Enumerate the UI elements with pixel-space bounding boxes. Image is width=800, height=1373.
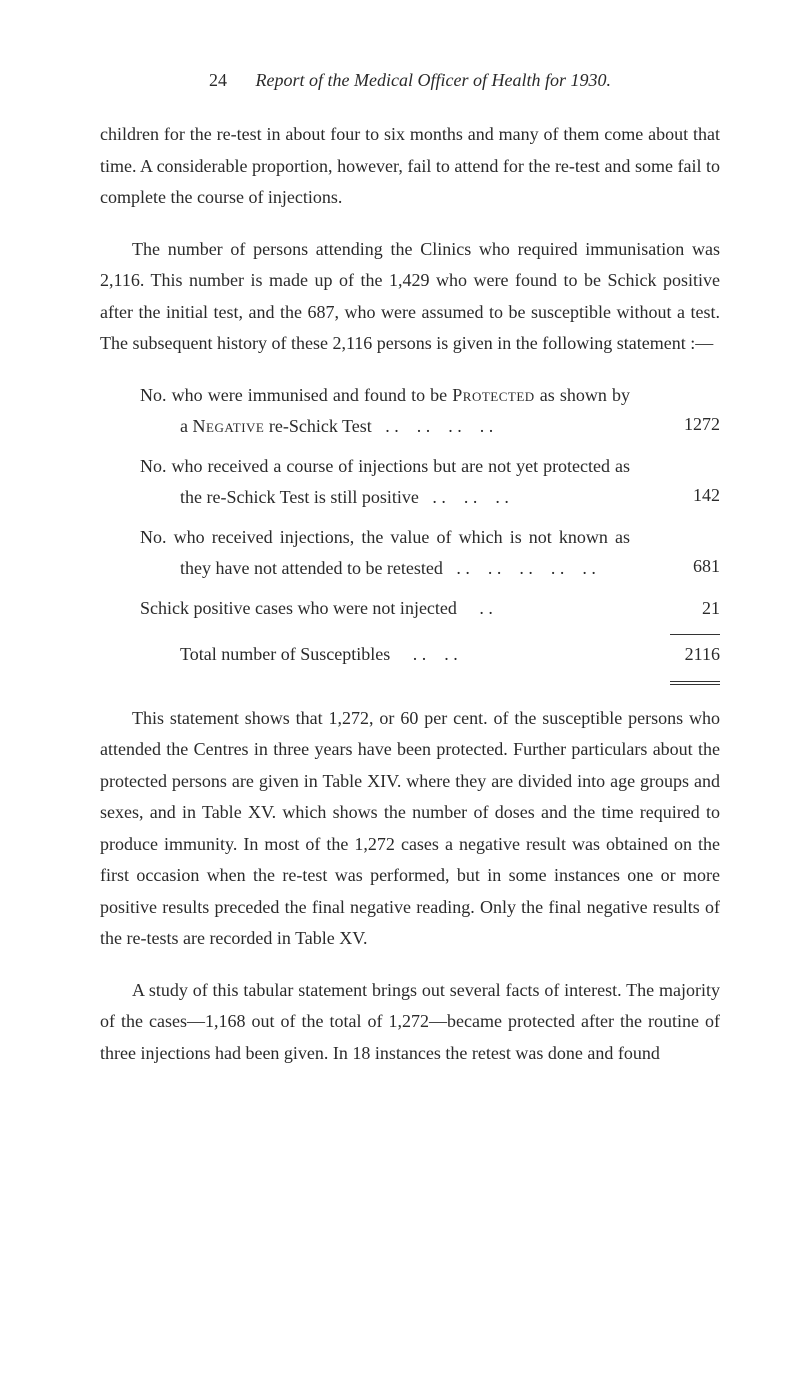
stat-row-total: Total number of Susceptibles . . . . 211… — [140, 639, 720, 673]
stat-row-1: No. who were immunised and found to be P… — [140, 380, 720, 443]
stat-text-1: No. who were immunised and found to be P… — [140, 380, 660, 443]
stat-text-1a: No. who were immunised and found to be — [140, 385, 452, 405]
stat-value-3: 681 — [660, 551, 720, 585]
page-number: 24 — [209, 70, 227, 91]
stat-text-1e: re-Schick Test — [264, 416, 371, 436]
stat-text-4: Schick positive cases who were not injec… — [140, 593, 660, 625]
paragraph-2: The number of persons attending the Clin… — [100, 234, 720, 360]
stat-value-1: 1272 — [660, 409, 720, 443]
paragraph-4: A study of this tabular statement brings… — [100, 975, 720, 1070]
stat-text-1b: Protected — [452, 385, 534, 405]
paragraph-3: This statement shows that 1,272, or 60 p… — [100, 703, 720, 955]
stat-value-2: 142 — [660, 480, 720, 514]
double-separator — [670, 681, 720, 685]
total-separator-wrap — [140, 634, 720, 635]
page-header: 24 Report of the Medical Officer of Heal… — [100, 70, 720, 91]
stat-text-total: Total number of Susceptibles . . . . — [140, 639, 660, 671]
stat-text-3: No. who received injections, the value o… — [140, 522, 660, 585]
stat-row-4: Schick positive cases who were not injec… — [140, 593, 720, 627]
stat-text-2: No. who received a course of injections … — [140, 451, 660, 514]
stat-row-2: No. who received a course of injections … — [140, 451, 720, 514]
stat-text-1d: Negative — [193, 416, 265, 436]
page-container: 24 Report of the Medical Officer of Heal… — [0, 0, 800, 1149]
paragraph-1: children for the re-test in about four t… — [100, 119, 720, 214]
total-separator — [670, 634, 720, 635]
stat-value-total: 2116 — [660, 639, 720, 673]
stat-row-3: No. who received injections, the value o… — [140, 522, 720, 585]
double-separator-wrap — [140, 681, 720, 685]
header-title: Report of the Medical Officer of Health … — [256, 70, 611, 90]
stat-value-4: 21 — [660, 593, 720, 627]
